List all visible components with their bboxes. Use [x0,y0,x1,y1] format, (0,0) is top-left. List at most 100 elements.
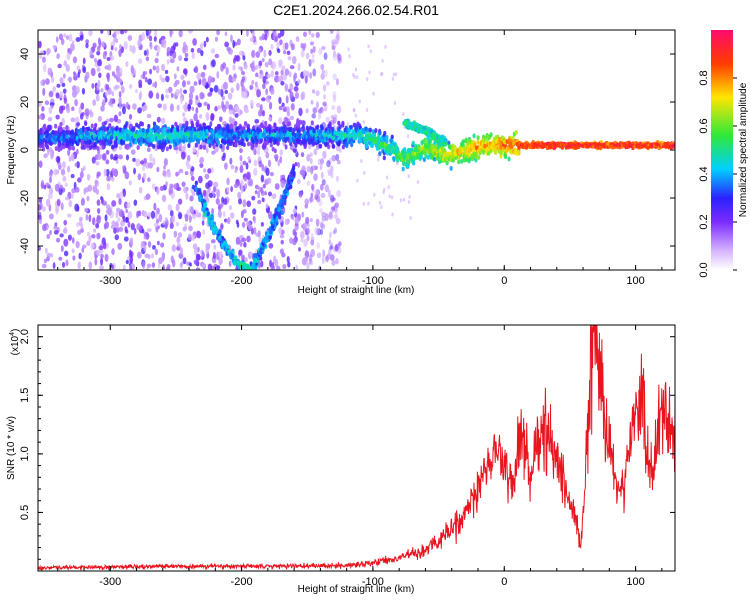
heat-cell [137,124,141,129]
noise-speck [137,173,142,181]
noise-speck [49,229,52,236]
heat-cell [226,145,230,151]
noise-speck [162,40,167,49]
noise-speck [236,82,240,91]
noise-speck [38,101,42,108]
heat-cell [613,140,617,144]
noise-speck [267,191,273,197]
heat-cell [406,153,410,158]
heat-cell [145,128,150,134]
noise-speck [270,87,275,96]
heat-cell [337,120,341,126]
noise-speck [130,223,135,231]
noise-speck [360,159,363,164]
noise-speck [270,43,274,50]
noise-speck [128,113,133,120]
noise-speck [223,81,229,90]
noise-speck [321,69,326,74]
heat-cell [169,128,173,134]
noise-speck [59,233,64,238]
heat-cell [190,137,194,143]
noise-speck [234,105,240,112]
heat-cell [45,129,49,135]
noise-speck [220,201,224,208]
noise-speck [145,193,151,200]
heat-cell [44,142,48,148]
noise-speck [290,43,295,51]
noise-speck [278,96,282,105]
noise-speck [264,61,269,68]
noise-speck [152,183,156,190]
noise-speck [327,189,331,198]
heat-cell [390,134,394,140]
noise-speck [230,164,235,170]
noise-speck [209,87,214,93]
noise-speck [191,52,195,60]
noise-speck [164,221,168,230]
noise-speck [280,69,284,76]
noise-speck [197,102,202,108]
noise-speck [171,244,177,252]
noise-speck [280,239,284,245]
noise-speck [391,76,395,81]
noise-speck [114,234,120,241]
heat-cell [195,121,199,127]
noise-speck [192,146,197,154]
noise-speck [68,155,72,162]
heat-cell [273,122,277,128]
noise-speck [173,183,178,190]
heat-cell [176,127,180,133]
noise-speck [192,38,197,46]
noise-speck [124,226,128,233]
noise-speck [82,57,86,65]
heat-cell [485,147,489,153]
noise-speck [178,168,184,174]
noise-speck [253,227,257,235]
noise-speck [331,155,337,162]
noise-speck [187,233,192,241]
noise-speck [158,213,163,223]
noise-speck [128,249,132,258]
noise-speck [111,220,116,227]
heat-cell [407,147,411,153]
noise-speck [96,50,101,56]
noise-speck [201,78,207,87]
noise-speck [320,221,324,229]
noise-speck [321,215,326,222]
heat-cell [467,152,471,158]
noise-speck [145,232,150,240]
noise-speck [390,195,394,200]
noise-speck [287,261,291,268]
heat-cell [243,121,248,126]
noise-speck [96,84,100,91]
noise-speck [225,100,230,109]
noise-speck [91,156,96,164]
heat-cell [303,140,307,146]
noise-speck [219,257,223,265]
noise-speck [85,39,89,44]
noise-speck [212,251,216,260]
noise-speck [291,215,295,221]
noise-speck [96,208,101,214]
heat-cell [309,137,314,143]
noise-speck [47,116,53,122]
noise-speck [41,106,45,112]
noise-speck [38,214,42,220]
noise-speck [98,72,102,79]
noise-speck [262,83,266,90]
heat-cell [103,127,107,132]
heat-cell [178,138,182,144]
noise-speck [120,84,124,90]
noise-speck [152,82,157,88]
noise-speck [302,222,307,228]
heat-cell [140,121,144,127]
noise-speck [133,228,137,235]
noise-speck [181,145,186,152]
noise-speck [334,244,339,252]
noise-speck [281,102,285,108]
noise-speck [197,175,203,184]
heat-cell [361,129,366,135]
noise-speck [70,193,74,199]
noise-speck [352,107,356,112]
heat-cell [141,127,145,133]
